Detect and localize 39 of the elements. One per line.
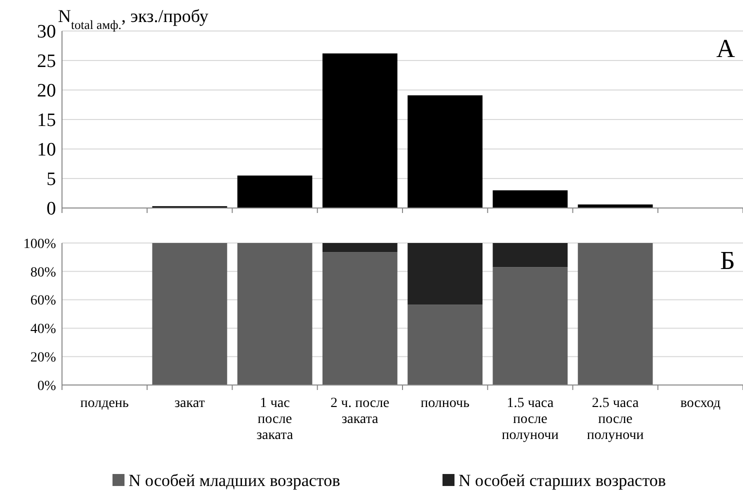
x-tick-label: закат — [174, 396, 205, 411]
legend-label: N особей младших возрастов — [128, 471, 340, 490]
y-tick-label: 30 — [37, 22, 56, 43]
x-tick-label: 1 час после заката — [256, 396, 294, 443]
bar — [237, 243, 312, 385]
x-tick-label: 2 ч. после заката — [330, 396, 390, 427]
annotation: А — [716, 34, 736, 63]
bar — [578, 243, 653, 385]
y-tick-label: 15 — [37, 110, 56, 132]
x-tick-label: полночь — [420, 396, 470, 411]
bar — [237, 176, 312, 208]
bar — [152, 243, 228, 385]
bar — [492, 267, 568, 385]
bar — [408, 304, 483, 385]
y-tick-label: 0% — [37, 378, 56, 394]
y-tick-label: 25 — [37, 51, 56, 72]
y-tick-label: 20% — [30, 350, 56, 366]
y-axis-title: N$_{total амф.}$, экз./пробу — [58, 6, 208, 32]
annotation: Б — [720, 246, 735, 275]
y-tick-label: 10 — [37, 140, 56, 161]
bar — [492, 243, 568, 268]
bar — [322, 243, 398, 252]
x-tick-label: восход — [680, 396, 720, 411]
y-tick-label: 100% — [23, 236, 56, 252]
y-tick-label: 60% — [30, 294, 56, 309]
bar — [408, 243, 483, 305]
y-tick-label: 80% — [30, 265, 56, 280]
y-tick-label: 20 — [37, 80, 56, 102]
y-tick-label: 5 — [46, 169, 56, 190]
x-tick-label: 1.5 часа после полуночи — [502, 396, 560, 443]
legend-label: N особей старших возрастов — [458, 471, 666, 490]
bar — [322, 252, 398, 385]
bar — [492, 190, 568, 208]
x-tick-label: 2.5 часа после полуночи — [586, 396, 644, 443]
x-tick-label: полдень — [80, 396, 129, 411]
bar — [322, 53, 398, 208]
bar — [408, 95, 483, 208]
y-tick-label: 40% — [30, 322, 56, 338]
y-tick-label: 0 — [46, 198, 56, 220]
